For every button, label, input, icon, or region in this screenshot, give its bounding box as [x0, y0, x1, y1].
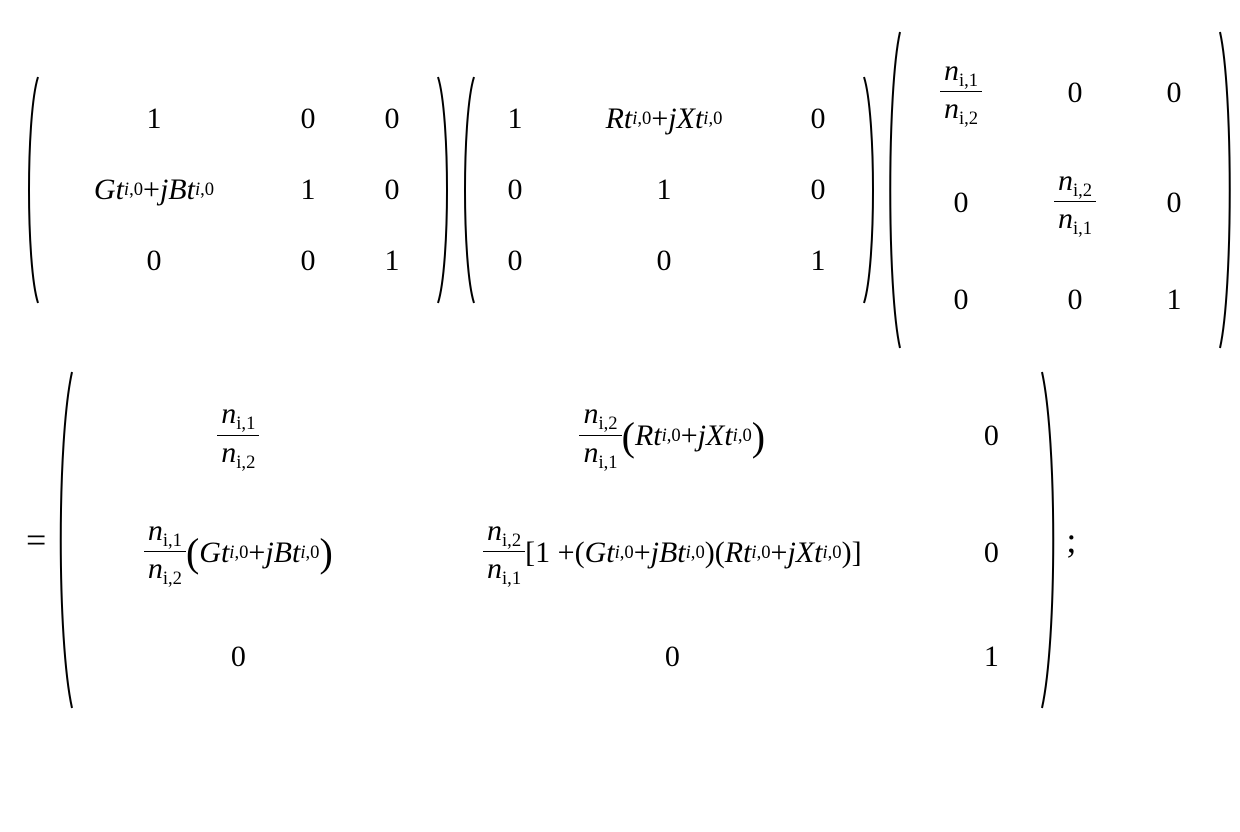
- m4-r1c0: ni,1 ni,2 ( Gti,0 + jBti,0 ): [76, 515, 400, 591]
- expr-gt-jbt: Gti,0 + jBti,0: [94, 173, 214, 207]
- equation-line-2: = ni,1 ni,2: [20, 370, 1220, 710]
- m1-r2c0: 0: [42, 236, 266, 286]
- m2-r0c0: 1: [478, 94, 552, 144]
- m2-r1c2: 0: [776, 165, 860, 215]
- m4-r2c1: 0: [400, 632, 944, 682]
- m4-r2c0: 0: [76, 632, 400, 682]
- m1-r1c2: 0: [350, 165, 434, 215]
- m1-r0c0: 1: [42, 94, 266, 144]
- m3-r2c1: 0: [1018, 275, 1132, 325]
- right-paren-icon: [862, 75, 880, 305]
- m3-r1c2: 0: [1132, 178, 1216, 228]
- m3-r2c0: 0: [904, 275, 1018, 325]
- m2-r2c0: 0: [478, 236, 552, 286]
- m4-r0c0: ni,1 ni,2: [76, 398, 400, 474]
- m4-r2c2: 1: [944, 632, 1038, 682]
- m2-r0c1: Rti,0 + jXti,0: [552, 94, 776, 144]
- right-paren-icon: [1218, 30, 1236, 350]
- m3-r1c0: 0: [904, 178, 1018, 228]
- m3-r0c2: 0: [1132, 68, 1216, 118]
- matrix-m4: ni,1 ni,2 ni,2 ni,1 (: [54, 370, 1060, 710]
- m2-r1c1: 1: [552, 165, 776, 215]
- frac-ni1-ni2: ni,1 ni,2: [940, 55, 982, 129]
- frac-ni1-ni2: ni,1 ni,2: [217, 398, 259, 472]
- right-paren-icon: [1040, 370, 1060, 710]
- m3-r0c1: 0: [1018, 68, 1132, 118]
- m4-r1c2: 0: [944, 528, 1038, 578]
- right-paren-icon: [436, 75, 454, 305]
- m1-r2c2: 1: [350, 236, 434, 286]
- left-paren-icon: [54, 370, 74, 710]
- m4-r0c1: ni,2 ni,1 ( Rti,0 + jXti,0 ): [400, 398, 944, 474]
- semicolon: ;: [1062, 519, 1076, 561]
- frac-ni1-ni2: ni,1 ni,2: [144, 515, 186, 589]
- m2-r2c1: 0: [552, 236, 776, 286]
- m2-r1c0: 0: [478, 165, 552, 215]
- m2-r0c2: 0: [776, 94, 860, 144]
- left-paren-icon: [884, 30, 902, 350]
- equation-line-1: 1 0 0 Gti,0 + jBti,0 1 0: [20, 30, 1220, 350]
- left-paren-icon: [22, 75, 40, 305]
- matrix-m1: 1 0 0 Gti,0 + jBti,0 1 0: [22, 75, 454, 305]
- m3-r1c1: ni,2 ni,1: [1018, 165, 1132, 241]
- m3-r2c2: 1: [1132, 275, 1216, 325]
- m3-r0c0: ni,1 ni,2: [904, 55, 1018, 131]
- left-paren-icon: [458, 75, 476, 305]
- m1-r0c2: 0: [350, 94, 434, 144]
- m4-r1c1: ni,2 ni,1 [1 + ( Gti,0 + jBti,0 ) ( R: [400, 515, 944, 591]
- equation-page: 1 0 0 Gti,0 + jBti,0 1 0: [0, 0, 1240, 760]
- matrix-m3: ni,1 ni,2 0 0 0 ni,2 ni,1: [884, 30, 1236, 350]
- frac-ni2-ni1: ni,2 ni,1: [1054, 165, 1096, 239]
- m4-r0c2: 0: [944, 411, 1038, 461]
- equals-sign: =: [20, 519, 52, 561]
- m1-r0c1: 0: [266, 94, 350, 144]
- m2-r2c2: 1: [776, 236, 860, 286]
- frac-ni2-ni1: ni,2 ni,1: [579, 398, 621, 472]
- m1-r1c1: 1: [266, 165, 350, 215]
- m1-r2c1: 0: [266, 236, 350, 286]
- matrix-m2: 1 Rti,0 + jXti,0 0 0 1 0: [458, 75, 880, 305]
- frac-ni2-ni1: ni,2 ni,1: [483, 515, 525, 589]
- expr-rt-jxt: Rti,0 + jXti,0: [606, 102, 723, 136]
- m1-r1c0: Gti,0 + jBti,0: [42, 165, 266, 215]
